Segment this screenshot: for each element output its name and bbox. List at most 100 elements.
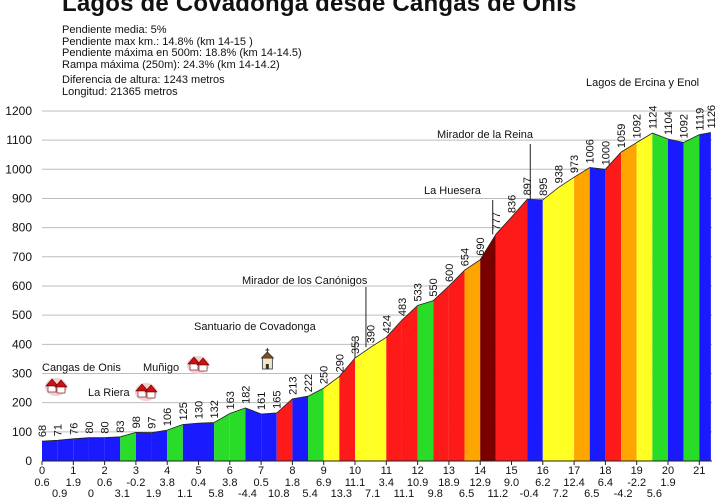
profile-segment — [245, 407, 262, 461]
profile-segment — [668, 138, 684, 461]
axes: 0100200300400500600700800900100011001200… — [5, 104, 712, 500]
place-label: Lagos de Ercina y Enol — [586, 77, 699, 89]
elevation-label: 76 — [68, 423, 80, 435]
profile-segment — [574, 167, 590, 461]
profile-segment — [699, 132, 711, 461]
place-label: Mirador de la Reina — [437, 129, 534, 141]
gradient-label: 3.4 — [379, 477, 394, 489]
profile-segment — [57, 438, 74, 461]
elevation-label: 390 — [366, 325, 378, 343]
elevation-label: 1092 — [679, 114, 691, 138]
gradient-label: -4.4 — [238, 488, 257, 500]
y-tick-label: 300 — [12, 366, 32, 380]
gradient-label: 12.9 — [469, 477, 490, 489]
x-tick-label: 3 — [133, 465, 139, 477]
gradient-label: 3.8 — [222, 477, 237, 489]
profile-segment — [73, 437, 89, 461]
profile-segment — [151, 430, 168, 461]
profile-segment — [308, 388, 324, 461]
profile-segment — [167, 424, 183, 461]
profile-segment — [417, 300, 434, 461]
x-tick-label: 8 — [289, 465, 295, 477]
profile-segment — [542, 187, 559, 461]
place-label: Mirador de los Canónigos — [242, 275, 368, 287]
gradient-label: -0.2 — [126, 477, 145, 489]
elevation-label: 654 — [460, 248, 472, 266]
climb-stats: Pendiente media: 5% Pendiente max km.: 1… — [62, 24, 302, 99]
elevation-label: 836 — [507, 195, 519, 213]
profile-segment — [229, 407, 246, 461]
place-label: Muñigo — [143, 362, 179, 374]
gradient-label: 6.4 — [598, 477, 613, 489]
y-tick-label: 100 — [12, 425, 32, 439]
gradient-label: 18.9 — [438, 477, 459, 489]
gradient-label: 5.4 — [302, 488, 317, 500]
elevation-label: 1006 — [585, 139, 597, 163]
gradient-label: 1.9 — [66, 477, 81, 489]
y-tick-label: 900 — [12, 191, 32, 205]
x-tick-label: 7 — [258, 465, 264, 477]
elevation-label: 132 — [209, 400, 221, 418]
elevation-labels: 68 71 76 80 80 83 98 97 106 125 130 132 163 182 161 165… — [37, 105, 718, 437]
gradient-label: -4.2 — [614, 488, 633, 500]
place-markers: Cangas de Onis La Riera Muñigo Santuario de… — [42, 77, 699, 401]
place-label: La Huesera — [424, 185, 482, 197]
profile-segment — [401, 305, 418, 461]
elevation-label: 1059 — [616, 124, 628, 148]
profile-segment — [386, 320, 402, 461]
profile-segment — [621, 142, 637, 461]
profile-segment — [527, 199, 543, 461]
gradient-label: -2.2 — [627, 477, 646, 489]
gradient-label: 0 — [88, 488, 94, 500]
elevation-label: 1000 — [600, 141, 612, 165]
gradient-label: 10.8 — [268, 488, 289, 500]
profile-segment — [636, 133, 653, 461]
elevation-label: 1104 — [663, 111, 675, 135]
gradient-label: 13.3 — [331, 488, 352, 500]
gradient-label: 0.6 — [34, 477, 49, 489]
profile-segment — [261, 412, 277, 461]
profile-segment — [292, 396, 309, 461]
x-tick-label: 9 — [321, 465, 327, 477]
elevation-label: 182 — [240, 386, 252, 404]
elevation-label: 68 — [37, 425, 49, 437]
profile-segment — [652, 133, 668, 461]
place-label: Cangas de Onis — [42, 362, 121, 374]
x-tick-label: 14 — [474, 465, 486, 477]
profile-segment — [276, 398, 293, 461]
page-title: Lagos de Covadonga desde Cangas de Onis — [62, 0, 577, 17]
gradient-label: 1.1 — [177, 488, 192, 500]
y-tick-label: 0 — [25, 454, 32, 468]
elevation-label: 600 — [444, 264, 456, 282]
profile-segment — [370, 337, 387, 461]
elevation-label: 98 — [131, 416, 143, 428]
elevation-label: 213 — [287, 377, 299, 395]
elevation-label: 353 — [350, 336, 362, 354]
chapel-icon — [260, 348, 275, 370]
elevation-label: 71 — [53, 424, 65, 436]
profile-segment — [182, 423, 199, 461]
stat-max-500m: Pendiente máxima en 500m: 18.8% (km 14-1… — [62, 47, 302, 60]
gradient-label: 6.5 — [459, 488, 474, 500]
elevation-label: 222 — [303, 374, 315, 392]
y-tick-label: 1200 — [5, 104, 32, 118]
elevation-label: 424 — [381, 315, 393, 333]
y-tick-label: 700 — [12, 250, 32, 264]
elevation-label: 1124 — [647, 105, 659, 129]
profile-segments — [41, 132, 711, 461]
elevation-label: 1092 — [632, 114, 644, 138]
gradient-label: 3.1 — [115, 488, 130, 500]
profile-segment — [433, 285, 449, 461]
gradient-label: 1.8 — [285, 477, 300, 489]
elevation-label: 550 — [428, 278, 440, 296]
x-tick-label: 16 — [537, 465, 549, 477]
gradient-label: 9.8 — [428, 488, 443, 500]
gradient-label: 11.2 — [488, 488, 509, 500]
gradient-label: 5.6 — [647, 488, 662, 500]
profile-segment — [464, 259, 481, 461]
elevation-label: 97 — [147, 416, 159, 428]
x-tick-label: 11 — [381, 465, 392, 477]
profile-segment — [589, 167, 606, 461]
y-tick-label: 500 — [12, 308, 32, 322]
